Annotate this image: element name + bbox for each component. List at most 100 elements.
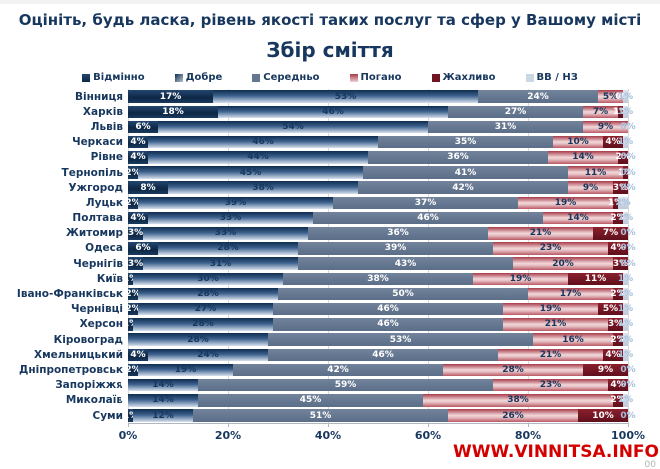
bar-segment-Відмінно: 2% xyxy=(125,166,141,179)
bar-segment-Відмінно: 3% xyxy=(128,227,143,240)
bar-segment-ВВ / НЗ: 1% xyxy=(618,135,633,149)
segment-value: 46% xyxy=(377,319,399,330)
bar-segment-Відмінно: 6% xyxy=(128,242,158,255)
bar-segment-ВВ / НЗ: 1% xyxy=(618,333,633,346)
legend-label: Погано xyxy=(360,72,402,83)
segment-value: 18% xyxy=(162,106,184,117)
legend-label: Відмінно xyxy=(93,72,145,83)
segment-value: 45% xyxy=(239,167,262,178)
legend-item-pohano: Погано xyxy=(349,72,402,83)
segment-value: 28% xyxy=(217,243,239,254)
bar-segment-ВВ / НЗ: 1% xyxy=(618,272,633,286)
bar-segment-Добре: 30% xyxy=(133,272,283,286)
bar-segment-Середньо: 45% xyxy=(198,394,423,407)
bar-track: 0%14%59%23%4%0% xyxy=(120,378,636,392)
bar-row: Ужгород 8% 38% 42% 9% 3% 0% xyxy=(5,180,660,195)
bar-segment-Погано: 20% xyxy=(513,257,613,270)
bar-row: Дніпропетровськ 2% 19% 42% 28% 9% 0% xyxy=(5,362,660,377)
bar-segment-Відмінно: 17% xyxy=(128,90,213,103)
bar-segment-Добре: 45% xyxy=(138,166,363,179)
bar-segment-Добре: 14% xyxy=(128,378,198,392)
page-title: Оцініть, будь ласка, рівень якості таких… xyxy=(18,11,642,29)
segment-value: 5% xyxy=(602,91,619,102)
bar-segment-Погано: 11% xyxy=(568,166,623,179)
segment-value: 14% xyxy=(567,213,589,224)
segment-value: 53% xyxy=(334,91,357,102)
city-label: Харків xyxy=(82,105,123,118)
x-axis-tick-label: 0% xyxy=(118,429,138,443)
segment-value: 17% xyxy=(159,91,182,102)
segment-value: 3% xyxy=(607,319,624,330)
segment-value: 3% xyxy=(612,182,629,193)
segment-value: 33% xyxy=(214,228,237,239)
segment-value: 8% xyxy=(140,182,156,193)
bar-track: 2% 45% 41% 11% 1% 0% xyxy=(125,166,636,179)
bar-row: Черкаси 4% 46% 35% 10% 4% 1% xyxy=(5,135,660,150)
segment-value: 19% xyxy=(174,364,197,375)
segment-value: 2% xyxy=(125,167,141,178)
bar-segment-Добре: 19% xyxy=(138,363,233,377)
bar-track: 3% 33% 36% 21% 7% 0% xyxy=(128,227,636,240)
segment-value: 4% xyxy=(605,137,621,148)
stacked-bar-chart: Вінниця17%53%24%5%0%1%Харків18%46%27%7%1… xyxy=(5,89,660,424)
bar-segment-Добре: 44% xyxy=(148,151,368,164)
bar-segment-Середньо: 36% xyxy=(308,227,488,240)
segment-value: 19% xyxy=(509,273,532,284)
segment-value: 0% xyxy=(620,380,636,391)
bar-track: 4% 24% 46% 21% 4% 1% xyxy=(128,348,633,362)
segment-value: 4% xyxy=(130,137,146,148)
chart-legend: Відмінно Добре Середньо Погано Жахливо В… xyxy=(0,72,660,83)
city-label: Кіровоград xyxy=(53,333,123,346)
bar-segment-Середньо: 42% xyxy=(233,363,443,377)
bar-segment-ВВ / НЗ: 1% xyxy=(618,348,633,362)
segment-value: 50% xyxy=(392,289,414,300)
bar-segment-Середньо: 36% xyxy=(368,151,548,164)
bar-track: 2% 28% 50% 17% 2% 1% xyxy=(125,287,633,301)
bar-segment-Середньо: 37% xyxy=(333,196,518,210)
legend-label: Жахливо xyxy=(442,72,496,83)
bar-segment-ВВ / НЗ: 1% xyxy=(618,318,633,331)
bar-segment-Середньо: 53% xyxy=(268,333,533,346)
segment-value: 11% xyxy=(584,273,607,284)
segment-value: 28% xyxy=(187,334,209,345)
bar-segment-Середньо: 39% xyxy=(298,242,493,255)
bar-row: Рівне 4% 44% 36% 14% 2% 0% xyxy=(5,150,660,165)
segment-value: 42% xyxy=(327,364,349,375)
bar-segment-Відмінно: 2% xyxy=(125,302,141,316)
segment-value: 27% xyxy=(504,106,527,117)
segment-value: 46% xyxy=(417,213,439,224)
bar-segment-Погано: 10% xyxy=(553,135,603,149)
city-label: Тернопіль xyxy=(61,166,123,179)
segment-value: 21% xyxy=(529,228,552,239)
bar-segment-Відмінно: 2% xyxy=(125,196,141,210)
segment-value: 0% xyxy=(620,167,636,178)
segment-value: 4% xyxy=(130,349,146,360)
bar-segment-Погано: 21% xyxy=(488,227,593,240)
segment-value: 6% xyxy=(135,243,151,254)
segment-value: 3% xyxy=(127,228,144,239)
bar-segment-Середньо: 31% xyxy=(428,120,583,134)
legend-swatch-zhakhlyvo-icon xyxy=(431,73,440,82)
segment-value: 14% xyxy=(152,395,174,406)
city-label: Івано-Франківськ xyxy=(16,288,123,301)
segment-value: 46% xyxy=(372,349,394,360)
legend-item-zhakhlyvo: Жахливо xyxy=(431,72,496,83)
bar-segment-Середньо: 38% xyxy=(283,272,473,286)
segment-value: 39% xyxy=(224,197,247,208)
bar-segment-Відмінно: 2% xyxy=(125,363,141,377)
segment-value: 2% xyxy=(610,334,626,345)
bar-segment-Жахливо: 2% xyxy=(610,394,626,407)
segment-value: 0% xyxy=(620,364,636,375)
segment-value: 1% xyxy=(617,213,634,224)
bar-segment-Жахливо: 4% xyxy=(603,135,623,149)
bar-segment-Відмінно: 4% xyxy=(128,151,148,164)
bar-segment-Жахливо: 3% xyxy=(608,318,623,331)
watermark: WWW.VINNITSA.INFO xyxy=(453,442,659,462)
bar-segment-Середньо: 46% xyxy=(268,348,498,362)
bar-row: Кіровоград0%28%53%16%2%1% xyxy=(5,332,660,347)
segment-value: 3% xyxy=(612,258,629,269)
segment-value: 30% xyxy=(197,273,219,284)
bar-segment-Середньо: 41% xyxy=(363,166,568,179)
segment-value: 3% xyxy=(127,258,144,269)
bar-segment-Середньо: 51% xyxy=(193,409,448,422)
